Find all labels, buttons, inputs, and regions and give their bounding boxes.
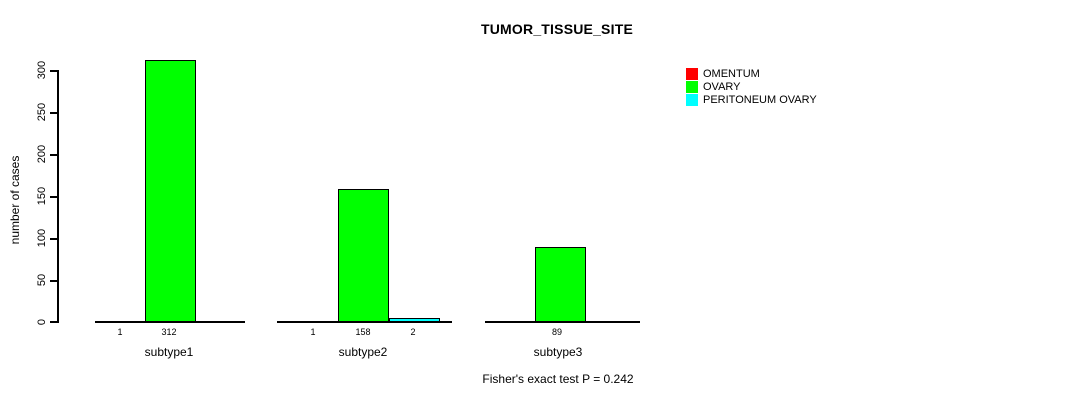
legend-item-peritoneum-ovary: PERITONEUM OVARY xyxy=(686,93,817,106)
fisher-test-annotation: Fisher's exact test P = 0.242 xyxy=(482,372,634,386)
y-tick-label-50: 50 xyxy=(36,273,48,287)
bar-label-subtype1-ovary: 312 xyxy=(161,327,177,337)
bar-label-subtype3-ovary: 89 xyxy=(551,327,562,337)
y-tick-label-100: 100 xyxy=(36,228,48,248)
legend-swatch-omentum xyxy=(686,67,698,80)
y-tick-label-250: 250 xyxy=(36,102,48,122)
baseline-subtype2 xyxy=(277,321,452,323)
y-tick-label-200: 200 xyxy=(36,144,48,164)
bar-label-subtype2-ovary: 158 xyxy=(355,327,371,337)
bar-label-subtype2-omentum: 1 xyxy=(310,327,316,337)
y-tick-label-150: 150 xyxy=(36,186,48,206)
bar-subtype2-peritoneum-ovary xyxy=(389,318,440,322)
legend-item-omentum: OMENTUM xyxy=(686,67,760,80)
legend-label-peritoneum-ovary: PERITONEUM OVARY xyxy=(703,93,817,106)
y-tick-250 xyxy=(50,112,58,114)
bar-subtype2-ovary xyxy=(338,189,389,322)
legend-label-omentum: OMENTUM xyxy=(703,67,760,80)
bar-subtype1-ovary xyxy=(145,60,196,322)
x-label-subtype2: subtype2 xyxy=(338,345,388,359)
bar-label-subtype1-omentum: 1 xyxy=(117,327,123,337)
x-label-subtype1: subtype1 xyxy=(144,345,194,359)
y-tick-300 xyxy=(50,70,58,72)
baseline-subtype3 xyxy=(485,321,640,323)
y-tick-label-0: 0 xyxy=(36,318,48,326)
chart-title: TUMOR_TISSUE_SITE xyxy=(481,21,633,37)
y-tick-200 xyxy=(50,154,58,156)
y-tick-150 xyxy=(50,196,58,198)
legend-swatch-peritoneum-ovary xyxy=(686,93,698,106)
y-tick-50 xyxy=(50,280,58,282)
y-tick-0 xyxy=(50,321,58,323)
bar-subtype3-ovary xyxy=(535,247,586,322)
baseline-subtype1 xyxy=(95,321,245,323)
y-axis-label: number of cases xyxy=(8,155,22,245)
y-tick-label-300: 300 xyxy=(36,60,48,80)
legend-item-ovary: OVARY xyxy=(686,80,741,93)
bar-label-subtype2-peritoneum-ovary: 2 xyxy=(410,327,416,337)
legend-swatch-ovary xyxy=(686,80,698,93)
x-label-subtype3: subtype3 xyxy=(533,345,583,359)
y-tick-100 xyxy=(50,238,58,240)
legend-label-ovary: OVARY xyxy=(703,80,741,93)
